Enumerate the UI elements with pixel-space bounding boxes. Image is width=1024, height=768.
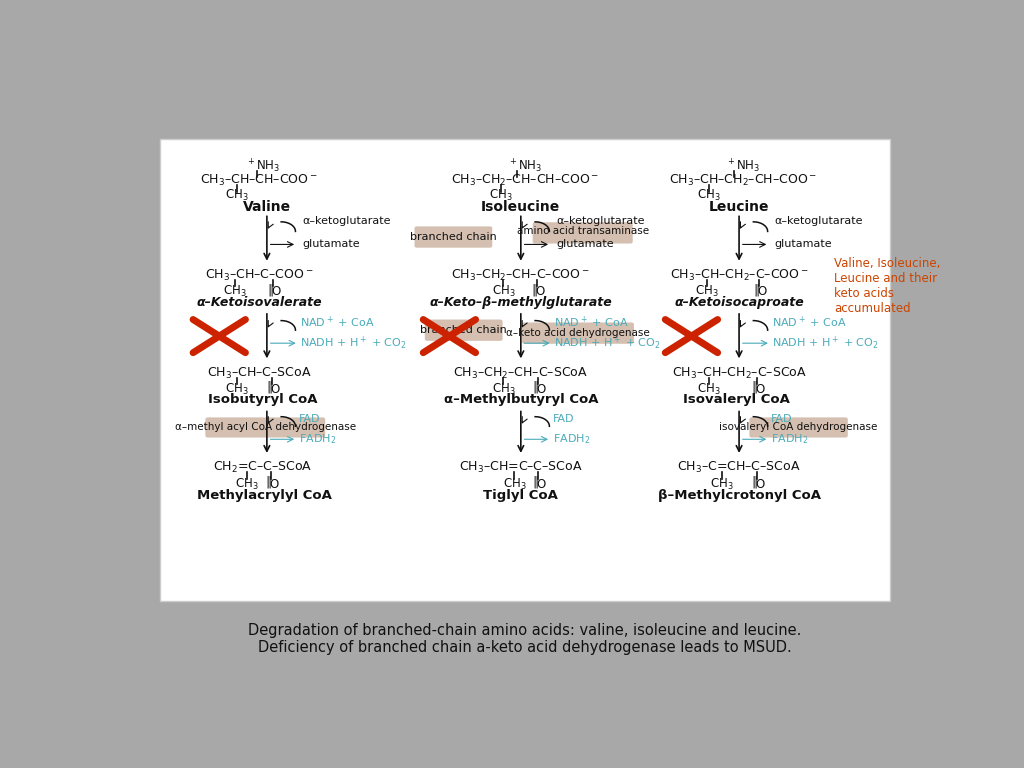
Text: CH$_3$: CH$_3$ xyxy=(225,382,249,396)
Text: α–keto acid dehydrogenase: α–keto acid dehydrogenase xyxy=(506,328,650,338)
Text: FAD: FAD xyxy=(553,414,574,424)
Text: ‖: ‖ xyxy=(751,381,758,394)
Text: Isoleucine: Isoleucine xyxy=(481,200,560,214)
Text: NAD$^+$ + CoA: NAD$^+$ + CoA xyxy=(772,314,847,329)
Text: CH$_3$–CH–CH$_2$–C–COO$^-$: CH$_3$–CH–CH$_2$–C–COO$^-$ xyxy=(670,268,809,283)
Text: ‖: ‖ xyxy=(751,476,758,489)
Text: CH$_3$: CH$_3$ xyxy=(236,477,259,492)
Text: Isovaleryl CoA: Isovaleryl CoA xyxy=(683,393,791,406)
Text: NADH + H$^+$ + CO$_2$: NADH + H$^+$ + CO$_2$ xyxy=(554,335,660,352)
Text: α–Methylbutyryl CoA: α–Methylbutyryl CoA xyxy=(443,393,598,406)
Text: $^+$NH$_3$: $^+$NH$_3$ xyxy=(246,157,281,175)
Text: CH$_2$=C–C–SCoA: CH$_2$=C–C–SCoA xyxy=(213,460,312,475)
Text: O: O xyxy=(758,285,767,298)
Text: ‖: ‖ xyxy=(266,381,272,394)
Text: α–ketoglutarate: α–ketoglutarate xyxy=(775,216,863,226)
Text: CH$_3$: CH$_3$ xyxy=(492,382,515,396)
Text: Valine, Isoleucine,
Leucine and their
keto acids
accumulated: Valine, Isoleucine, Leucine and their ke… xyxy=(835,257,941,315)
Text: CH$_3$–CH–CH$_2$–C–SCoA: CH$_3$–CH–CH$_2$–C–SCoA xyxy=(672,366,807,381)
Text: CH$_3$–CH$_2$–CH–CH–COO$^-$: CH$_3$–CH$_2$–CH–CH–COO$^-$ xyxy=(451,174,599,188)
Text: FADH$_2$: FADH$_2$ xyxy=(553,432,590,446)
Text: CH$_3$–CH–C–SCoA: CH$_3$–CH–C–SCoA xyxy=(207,366,311,381)
Text: CH$_3$–CH$_2$–CH–C–COO$^-$: CH$_3$–CH$_2$–CH–C–COO$^-$ xyxy=(452,268,590,283)
Text: Methylacrylyl CoA: Methylacrylyl CoA xyxy=(197,489,332,502)
Text: Leucine: Leucine xyxy=(709,200,769,214)
Text: amino acid transaminase: amino acid transaminase xyxy=(517,226,649,236)
Text: ‖: ‖ xyxy=(265,476,271,489)
Text: O: O xyxy=(537,478,546,491)
Text: O: O xyxy=(755,382,764,396)
Text: O: O xyxy=(270,382,280,396)
Text: NADH + H$^+$ + CO$_2$: NADH + H$^+$ + CO$_2$ xyxy=(772,335,880,352)
Text: CH$_3$: CH$_3$ xyxy=(697,188,721,204)
Text: branched chain: branched chain xyxy=(420,325,507,335)
Text: ‖: ‖ xyxy=(532,381,539,394)
Text: $^+$NH$_3$: $^+$NH$_3$ xyxy=(508,157,542,175)
Text: NADH + H$^+$ + CO$_2$: NADH + H$^+$ + CO$_2$ xyxy=(300,335,407,352)
Text: α–Ketoisovalerate: α–Ketoisovalerate xyxy=(197,296,322,309)
Text: O: O xyxy=(537,382,546,396)
Text: NAD$^+$ + CoA: NAD$^+$ + CoA xyxy=(554,314,629,329)
Text: CH$_3$: CH$_3$ xyxy=(710,477,733,492)
FancyBboxPatch shape xyxy=(206,418,326,438)
Text: NAD$^+$ + CoA: NAD$^+$ + CoA xyxy=(300,314,375,329)
Text: CH$_3$–CH–C–COO$^-$: CH$_3$–CH–C–COO$^-$ xyxy=(205,268,313,283)
Text: isovaleryl CoA dehydrogenase: isovaleryl CoA dehydrogenase xyxy=(720,422,878,432)
Text: Isobutyryl CoA: Isobutyryl CoA xyxy=(208,393,317,406)
Text: Valine: Valine xyxy=(243,200,291,214)
Text: CH$_3$: CH$_3$ xyxy=(503,477,526,492)
FancyBboxPatch shape xyxy=(415,227,493,248)
Text: FAD: FAD xyxy=(299,414,321,424)
Text: ‖: ‖ xyxy=(532,476,539,489)
Text: O: O xyxy=(536,285,545,298)
Text: Tiglyl CoA: Tiglyl CoA xyxy=(483,489,558,502)
Text: ‖: ‖ xyxy=(531,283,538,296)
Text: CH$_3$–CH–CH–COO$^-$: CH$_3$–CH–CH–COO$^-$ xyxy=(200,174,317,188)
Text: α–Ketoisocaproate: α–Ketoisocaproate xyxy=(674,296,804,309)
FancyBboxPatch shape xyxy=(425,319,503,341)
Text: CH$_3$: CH$_3$ xyxy=(223,284,247,299)
Text: O: O xyxy=(755,478,764,491)
Text: glutamate: glutamate xyxy=(557,240,614,250)
Text: O: O xyxy=(271,285,281,298)
FancyBboxPatch shape xyxy=(532,222,633,243)
Text: CH$_3$: CH$_3$ xyxy=(492,284,515,299)
Text: CH$_3$: CH$_3$ xyxy=(697,382,721,396)
Text: CH$_3$: CH$_3$ xyxy=(489,188,513,204)
Text: glutamate: glutamate xyxy=(775,240,833,250)
Text: CH$_3$–CH–CH$_2$–CH–COO$^-$: CH$_3$–CH–CH$_2$–CH–COO$^-$ xyxy=(669,174,817,188)
Text: α–ketoglutarate: α–ketoglutarate xyxy=(303,216,391,226)
Bar xyxy=(160,140,890,601)
Text: CH$_3$–C=CH–C–SCoA: CH$_3$–C=CH–C–SCoA xyxy=(677,460,801,475)
Text: FADH$_2$: FADH$_2$ xyxy=(299,432,336,446)
Text: CH$_3$–CH=C–C–SCoA: CH$_3$–CH=C–C–SCoA xyxy=(459,460,583,475)
Text: Degradation of branched-chain amino acids: valine, isoleucine and leucine.
Defic: Degradation of branched-chain amino acid… xyxy=(248,623,802,655)
Text: α–methyl acyl CoA dehydrogenase: α–methyl acyl CoA dehydrogenase xyxy=(175,422,356,432)
Text: ‖: ‖ xyxy=(267,283,274,296)
Text: α–ketoglutarate: α–ketoglutarate xyxy=(557,216,645,226)
Text: ‖: ‖ xyxy=(754,283,760,296)
Text: β–Methylcrotonyl CoA: β–Methylcrotonyl CoA xyxy=(657,489,820,502)
Text: CH$_3$: CH$_3$ xyxy=(695,284,719,299)
FancyBboxPatch shape xyxy=(750,418,848,438)
Text: FAD: FAD xyxy=(771,414,793,424)
FancyBboxPatch shape xyxy=(522,323,634,344)
Text: CH$_3$–CH$_2$–CH–C–SCoA: CH$_3$–CH$_2$–CH–C–SCoA xyxy=(454,366,589,381)
Text: $^+$NH$_3$: $^+$NH$_3$ xyxy=(726,157,760,175)
Text: glutamate: glutamate xyxy=(303,240,360,250)
Text: O: O xyxy=(269,478,279,491)
Text: branched chain: branched chain xyxy=(410,232,497,242)
Text: FADH$_2$: FADH$_2$ xyxy=(771,432,808,446)
Text: CH$_3$: CH$_3$ xyxy=(225,188,249,204)
Text: α–Keto–β–methylglutarate: α–Keto–β–methylglutarate xyxy=(429,296,612,309)
